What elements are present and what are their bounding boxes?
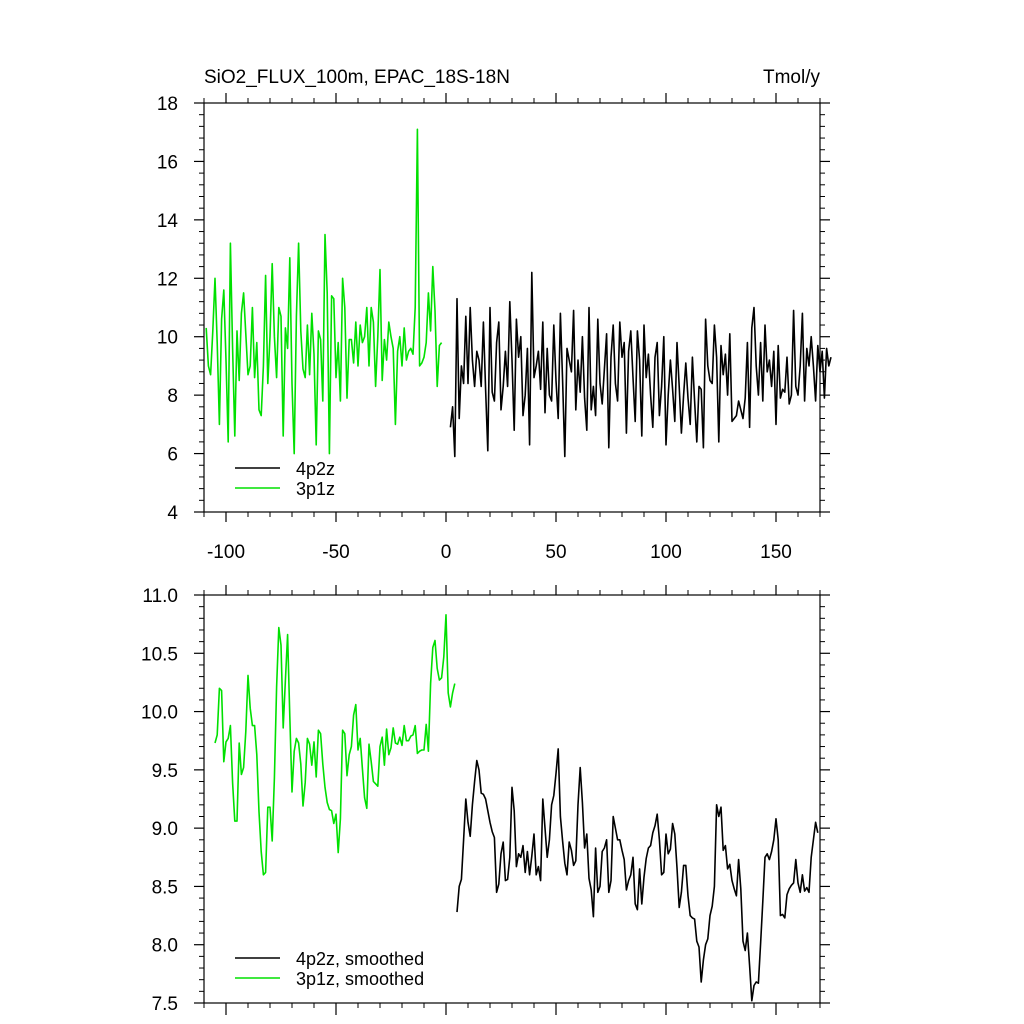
series-line-4p2z: [449, 271, 832, 458]
series-line-3p1z: [205, 128, 443, 455]
series-line-3p1z: [214, 613, 456, 876]
y-tick-label: 9.0: [152, 819, 178, 840]
y-tick-label: 12: [157, 269, 178, 290]
chart-title: SiO2_FLUX_100m, EPAC_18S-18N: [204, 67, 510, 88]
x-tick-label: -50: [322, 542, 349, 563]
y-tick-label: 6: [167, 445, 178, 466]
legend-label: 4p2z, smoothed: [296, 949, 424, 969]
legend-label: 3p1z: [296, 479, 335, 499]
y-tick-label: 18: [157, 94, 178, 115]
y-tick-label: 4: [167, 503, 178, 524]
x-tick-label: 150: [760, 542, 792, 563]
chart-units: Tmol/y: [763, 67, 821, 88]
y-tick-label: 11.0: [142, 586, 178, 607]
series-line-4p2z: [456, 748, 819, 1002]
y-tick-label: 8: [167, 386, 178, 407]
legend-label: 4p2z: [296, 459, 335, 479]
x-tick-label: -100: [207, 542, 245, 563]
y-tick-label: 10.5: [141, 644, 178, 665]
y-tick-label: 10: [157, 328, 178, 349]
y-tick-label: 14: [157, 211, 179, 232]
y-tick-label: 8.5: [152, 877, 178, 898]
legend-label: 3p1z, smoothed: [296, 969, 424, 989]
y-tick-label: 8.0: [152, 936, 178, 957]
bottom-panel: 7.5 8.0 8.5 9.0 9.5 10.0 10.5 11.0 4p2z, smoothe…: [141, 585, 830, 1015]
y-tick-label: 10.0: [141, 703, 178, 724]
y-tick-label: 9.5: [152, 761, 178, 782]
x-tick-label: 50: [545, 542, 566, 563]
x-tick-label: 0: [441, 542, 452, 563]
y-tick-label: 7.5: [152, 994, 178, 1015]
x-tick-label: 100: [650, 542, 682, 563]
y-tick-label: 16: [157, 152, 178, 173]
